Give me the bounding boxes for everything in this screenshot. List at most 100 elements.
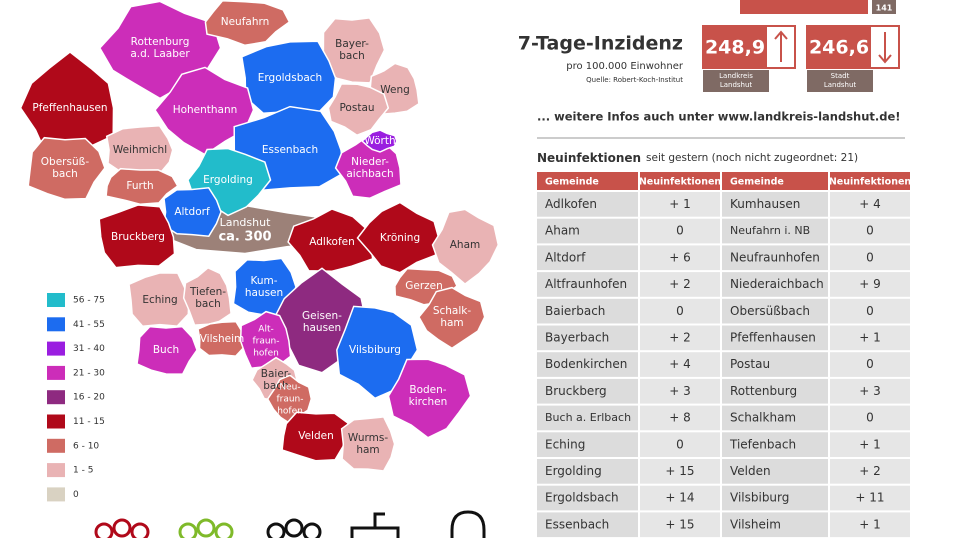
region-label: Wurms- bbox=[348, 432, 388, 444]
legend-label: 0 bbox=[73, 490, 79, 500]
table-cell bbox=[640, 405, 720, 431]
table-cell bbox=[537, 272, 638, 297]
table-text: 0 bbox=[866, 224, 874, 238]
region-label: hofen bbox=[277, 407, 303, 417]
region-label: bach bbox=[195, 298, 221, 310]
region-label: hofen bbox=[253, 349, 279, 359]
table-cell bbox=[537, 298, 638, 324]
region-label: Kröning bbox=[380, 232, 420, 244]
table-text: Obersüßbach bbox=[730, 304, 810, 318]
table-cell bbox=[640, 378, 720, 404]
table-text: + 11 bbox=[855, 491, 884, 505]
table-cell bbox=[640, 245, 720, 271]
region bbox=[356, 201, 440, 274]
table-text: Vilsheim bbox=[730, 517, 781, 531]
region-label: Pfeffenhausen bbox=[32, 102, 107, 114]
table-cell bbox=[537, 192, 638, 217]
region-label: Rottenburg bbox=[131, 36, 190, 48]
table-header: Gemeinde bbox=[730, 177, 784, 188]
table-cell bbox=[722, 298, 828, 324]
table-text: 0 bbox=[866, 250, 874, 264]
table-text: + 6 bbox=[669, 250, 691, 264]
table-cell bbox=[830, 485, 910, 511]
table-cell bbox=[830, 459, 910, 484]
region bbox=[431, 208, 500, 286]
table-header-cell bbox=[640, 172, 720, 190]
region bbox=[128, 272, 190, 328]
table-cell bbox=[537, 459, 638, 484]
legend-swatch bbox=[47, 438, 65, 453]
region bbox=[182, 266, 232, 326]
table-cell bbox=[537, 512, 638, 538]
table-text: + 2 bbox=[859, 464, 881, 478]
table-text: Ergoldsbach bbox=[545, 491, 619, 505]
incidence-source: Quelle: Robert-Koch-Institut bbox=[586, 76, 683, 84]
region-label: Tiefen- bbox=[189, 286, 226, 298]
table-text: Bayerbach bbox=[545, 331, 609, 345]
legend-label: 21 - 30 bbox=[73, 368, 105, 378]
region-label: Vilsbiburg bbox=[349, 344, 401, 356]
table-header-cell bbox=[830, 172, 910, 190]
region-label: Kum- bbox=[250, 275, 277, 287]
table-text: Niederaichbach bbox=[730, 277, 824, 291]
legend-swatch bbox=[47, 341, 65, 356]
region bbox=[417, 286, 486, 350]
region-label: bach bbox=[52, 168, 78, 180]
table-cell bbox=[640, 485, 720, 511]
incidence-label-bg bbox=[703, 70, 769, 92]
region bbox=[162, 187, 222, 237]
region-label: Landshut bbox=[220, 216, 271, 229]
region-label: Essenbach bbox=[262, 144, 318, 156]
region bbox=[327, 83, 390, 137]
region bbox=[287, 208, 374, 272]
region-label: Postau bbox=[339, 102, 374, 114]
table-cell bbox=[640, 352, 720, 377]
incidence-value-bg bbox=[807, 26, 871, 68]
top-bar-label: 141 bbox=[876, 4, 893, 13]
table-text: Kumhausen bbox=[730, 197, 800, 211]
legend-swatch bbox=[47, 414, 65, 429]
region bbox=[136, 325, 198, 375]
table-cell bbox=[537, 245, 638, 271]
table-cell bbox=[830, 298, 910, 324]
table-text: 0 bbox=[866, 304, 874, 318]
region bbox=[98, 204, 176, 269]
table-text: Essenbach bbox=[545, 517, 609, 531]
table-text: + 15 bbox=[665, 464, 694, 478]
arrow-up bbox=[774, 30, 788, 62]
region bbox=[154, 66, 255, 156]
table-cell bbox=[830, 272, 910, 297]
table-text: Neufahrn i. NB bbox=[730, 224, 810, 237]
table-cell bbox=[830, 325, 910, 351]
table-cell bbox=[722, 352, 828, 377]
incidence-label: Stadt bbox=[831, 72, 850, 80]
incidence-value: 246,6 bbox=[809, 37, 869, 59]
table-cell bbox=[830, 432, 910, 457]
region bbox=[27, 136, 106, 201]
legend-label: 31 - 40 bbox=[73, 344, 105, 354]
info-panel: 141 7-Tage-Inzidenz pro 100.000 Einwohner Q… bbox=[518, 0, 911, 538]
table-cell bbox=[830, 352, 910, 377]
region bbox=[360, 129, 398, 153]
table-text: + 15 bbox=[665, 517, 694, 531]
table-text: 0 bbox=[676, 304, 684, 318]
region-label: Gerzen bbox=[405, 280, 443, 292]
table-cell bbox=[830, 245, 910, 271]
region-label: Vilsheim bbox=[200, 333, 245, 345]
region bbox=[387, 358, 472, 439]
incidence-label: Landshut bbox=[824, 81, 857, 89]
region-label: kirchen bbox=[409, 396, 448, 408]
table-cell bbox=[640, 432, 720, 457]
table-cell bbox=[722, 245, 828, 271]
table-text: Rottenburg bbox=[730, 384, 797, 398]
region bbox=[204, 0, 291, 47]
incidence-title: 7-Tage-Inzidenz bbox=[518, 33, 683, 55]
table-text: 0 bbox=[866, 357, 874, 371]
top-bar-badge bbox=[872, 0, 896, 14]
legend-swatch bbox=[47, 293, 65, 307]
region-label: Bayer- bbox=[335, 38, 369, 50]
region-label: Ergoldsbach bbox=[258, 72, 322, 84]
region-label: ham bbox=[356, 444, 379, 456]
table-text: + 1 bbox=[669, 197, 691, 211]
